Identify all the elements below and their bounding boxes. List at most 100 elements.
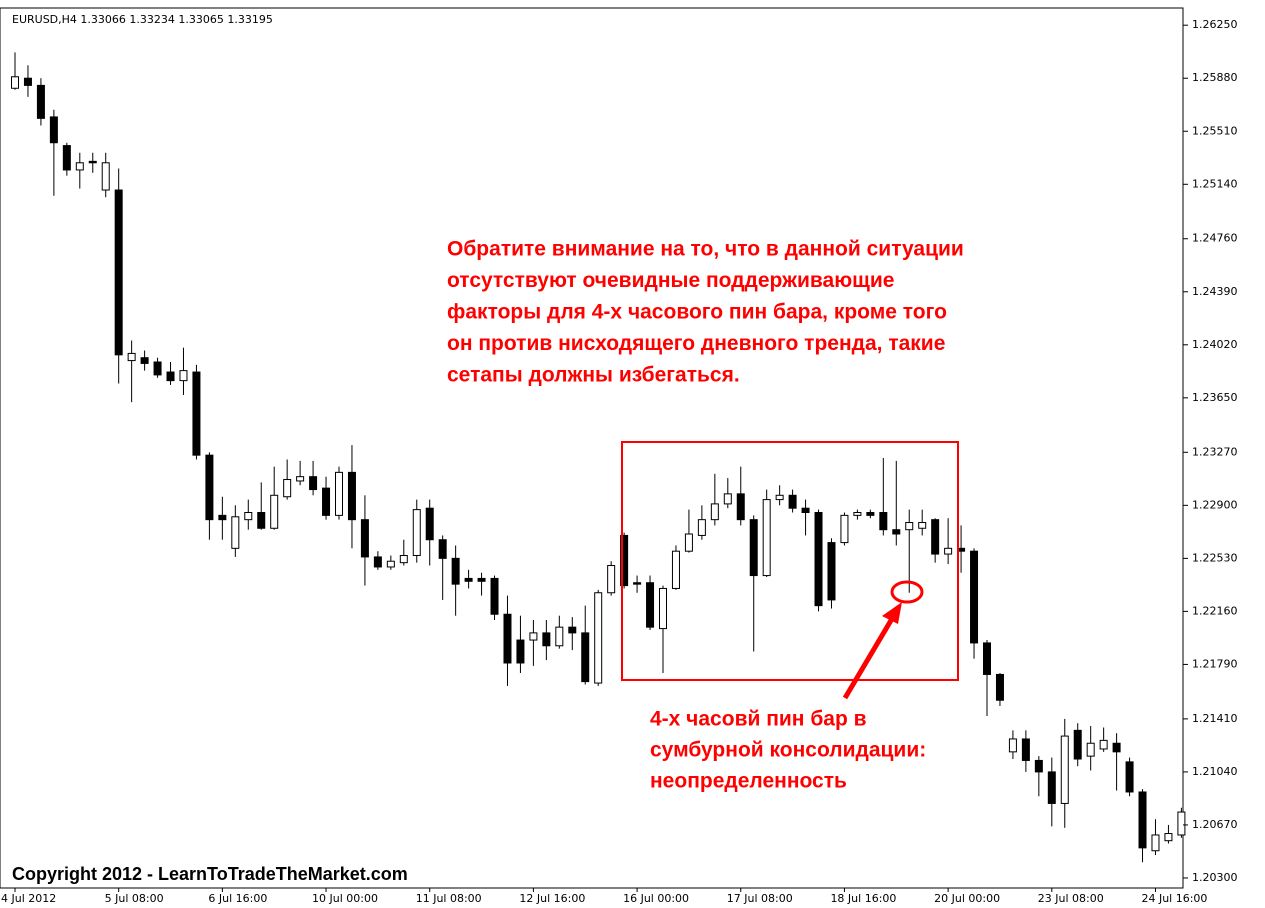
x-tick-label: 6 Jul 16:00: [208, 892, 267, 905]
y-tick-label: 1.22160: [1192, 604, 1238, 617]
candle-body: [671, 550, 680, 589]
candle-body: [503, 613, 512, 664]
y-tick-label: 1.22900: [1192, 498, 1238, 511]
candle-body: [1125, 761, 1134, 793]
candle-body: [101, 162, 110, 191]
candle-body: [892, 529, 901, 535]
candle-body: [1112, 742, 1121, 753]
candle-body: [1008, 738, 1017, 753]
candle-body: [11, 76, 19, 89]
y-tick-label: 1.24020: [1192, 338, 1238, 351]
x-tick-label: 16 Jul 00:00: [623, 892, 689, 905]
candle-body: [931, 519, 940, 555]
candle-body: [335, 471, 343, 516]
arrow-head: [882, 602, 902, 624]
candle-body: [322, 487, 331, 516]
candle-body: [879, 511, 888, 531]
note-line: сетапы должны избегаться.: [447, 364, 740, 387]
candle-body: [594, 592, 603, 684]
candle-body: [710, 503, 719, 521]
candle-body: [853, 511, 862, 516]
candle-body: [542, 632, 551, 647]
candle-body: [995, 673, 1004, 701]
candle-body: [555, 626, 564, 647]
candle-body: [516, 639, 525, 664]
y-tick-label: 1.25880: [1192, 71, 1238, 84]
candle-body: [62, 145, 71, 171]
x-tick-label: 18 Jul 16:00: [830, 892, 896, 905]
chart-title: EURUSD,H4 1.33066 1.33234 1.33065 1.3319…: [12, 13, 273, 26]
candle-body: [788, 494, 797, 509]
candle-body: [231, 516, 240, 549]
candle-body: [1138, 791, 1147, 849]
candle-body: [23, 77, 32, 86]
y-tick-label: 1.23270: [1192, 445, 1238, 458]
note-line: отсутствуют очевидные поддерживающие: [447, 269, 894, 292]
candle-body: [866, 511, 875, 516]
candle-body: [684, 533, 693, 552]
candle-body: [983, 642, 991, 675]
candle-body: [659, 587, 667, 630]
candle-body: [827, 542, 836, 601]
y-tick-label: 1.25510: [1192, 124, 1238, 137]
x-tick-label: 5 Jul 08:00: [105, 892, 164, 905]
note-line: он против нисходящего дневного тренда, т…: [447, 332, 945, 355]
note-line: факторы для 4-х часового пин бара, кроме…: [447, 301, 947, 324]
y-tick-label: 1.26250: [1192, 18, 1238, 31]
y-tick-label: 1.20300: [1192, 871, 1238, 884]
y-tick-label: 1.21790: [1192, 657, 1238, 670]
plot-frame: [0, 7, 1184, 889]
candle-body: [257, 511, 266, 529]
y-tick-label: 1.20670: [1192, 818, 1238, 831]
candle-body: [347, 471, 356, 521]
candle-body: [736, 493, 745, 521]
candle-body: [633, 582, 642, 585]
highlight-box: [621, 441, 959, 681]
candle-body: [581, 632, 590, 683]
x-tick-label: 11 Jul 08:00: [416, 892, 482, 905]
candle-body: [88, 160, 97, 164]
candle-body: [360, 519, 369, 558]
x-tick-label: 10 Jul 00:00: [312, 892, 378, 905]
candle-body: [801, 507, 810, 513]
candle-body: [283, 479, 292, 498]
candle-body: [296, 476, 305, 482]
candle-body: [127, 352, 136, 362]
candle-body: [762, 499, 771, 577]
candle-body: [179, 370, 188, 382]
candle-body: [1060, 735, 1069, 804]
candle-body: [1151, 834, 1160, 852]
candle-body: [464, 577, 473, 582]
y-tick-label: 1.24760: [1192, 232, 1238, 245]
candle-body: [114, 189, 123, 356]
candle-body: [568, 626, 577, 634]
candle-body: [1047, 771, 1056, 804]
candle-body: [840, 514, 849, 544]
candles: [11, 52, 1186, 863]
candle-body: [944, 547, 953, 555]
x-tick-label: 4 Jul 2012: [1, 892, 56, 905]
candle-body: [477, 577, 486, 582]
candle-body: [399, 554, 408, 564]
callout-line: сумбурной консолидации:: [650, 739, 926, 762]
note-line: Обратите внимание на то, что в данной си…: [447, 238, 964, 261]
candle-body: [270, 494, 279, 529]
arrow-shaft: [842, 615, 896, 700]
candle-body: [1099, 739, 1108, 750]
candle-body: [166, 371, 175, 382]
candle-body: [918, 522, 927, 529]
candle-body: [244, 511, 253, 521]
candle-body: [905, 522, 914, 531]
candle-body: [970, 550, 979, 644]
candle-body: [36, 84, 45, 119]
candle-body: [490, 577, 499, 615]
candle-body: [775, 494, 784, 501]
candle-body: [373, 556, 382, 568]
candle-body: [309, 476, 318, 491]
candle-body: [192, 371, 201, 456]
y-tick-label: 1.24390: [1192, 285, 1238, 298]
candle-body: [814, 511, 823, 607]
candle-body: [1034, 759, 1043, 773]
